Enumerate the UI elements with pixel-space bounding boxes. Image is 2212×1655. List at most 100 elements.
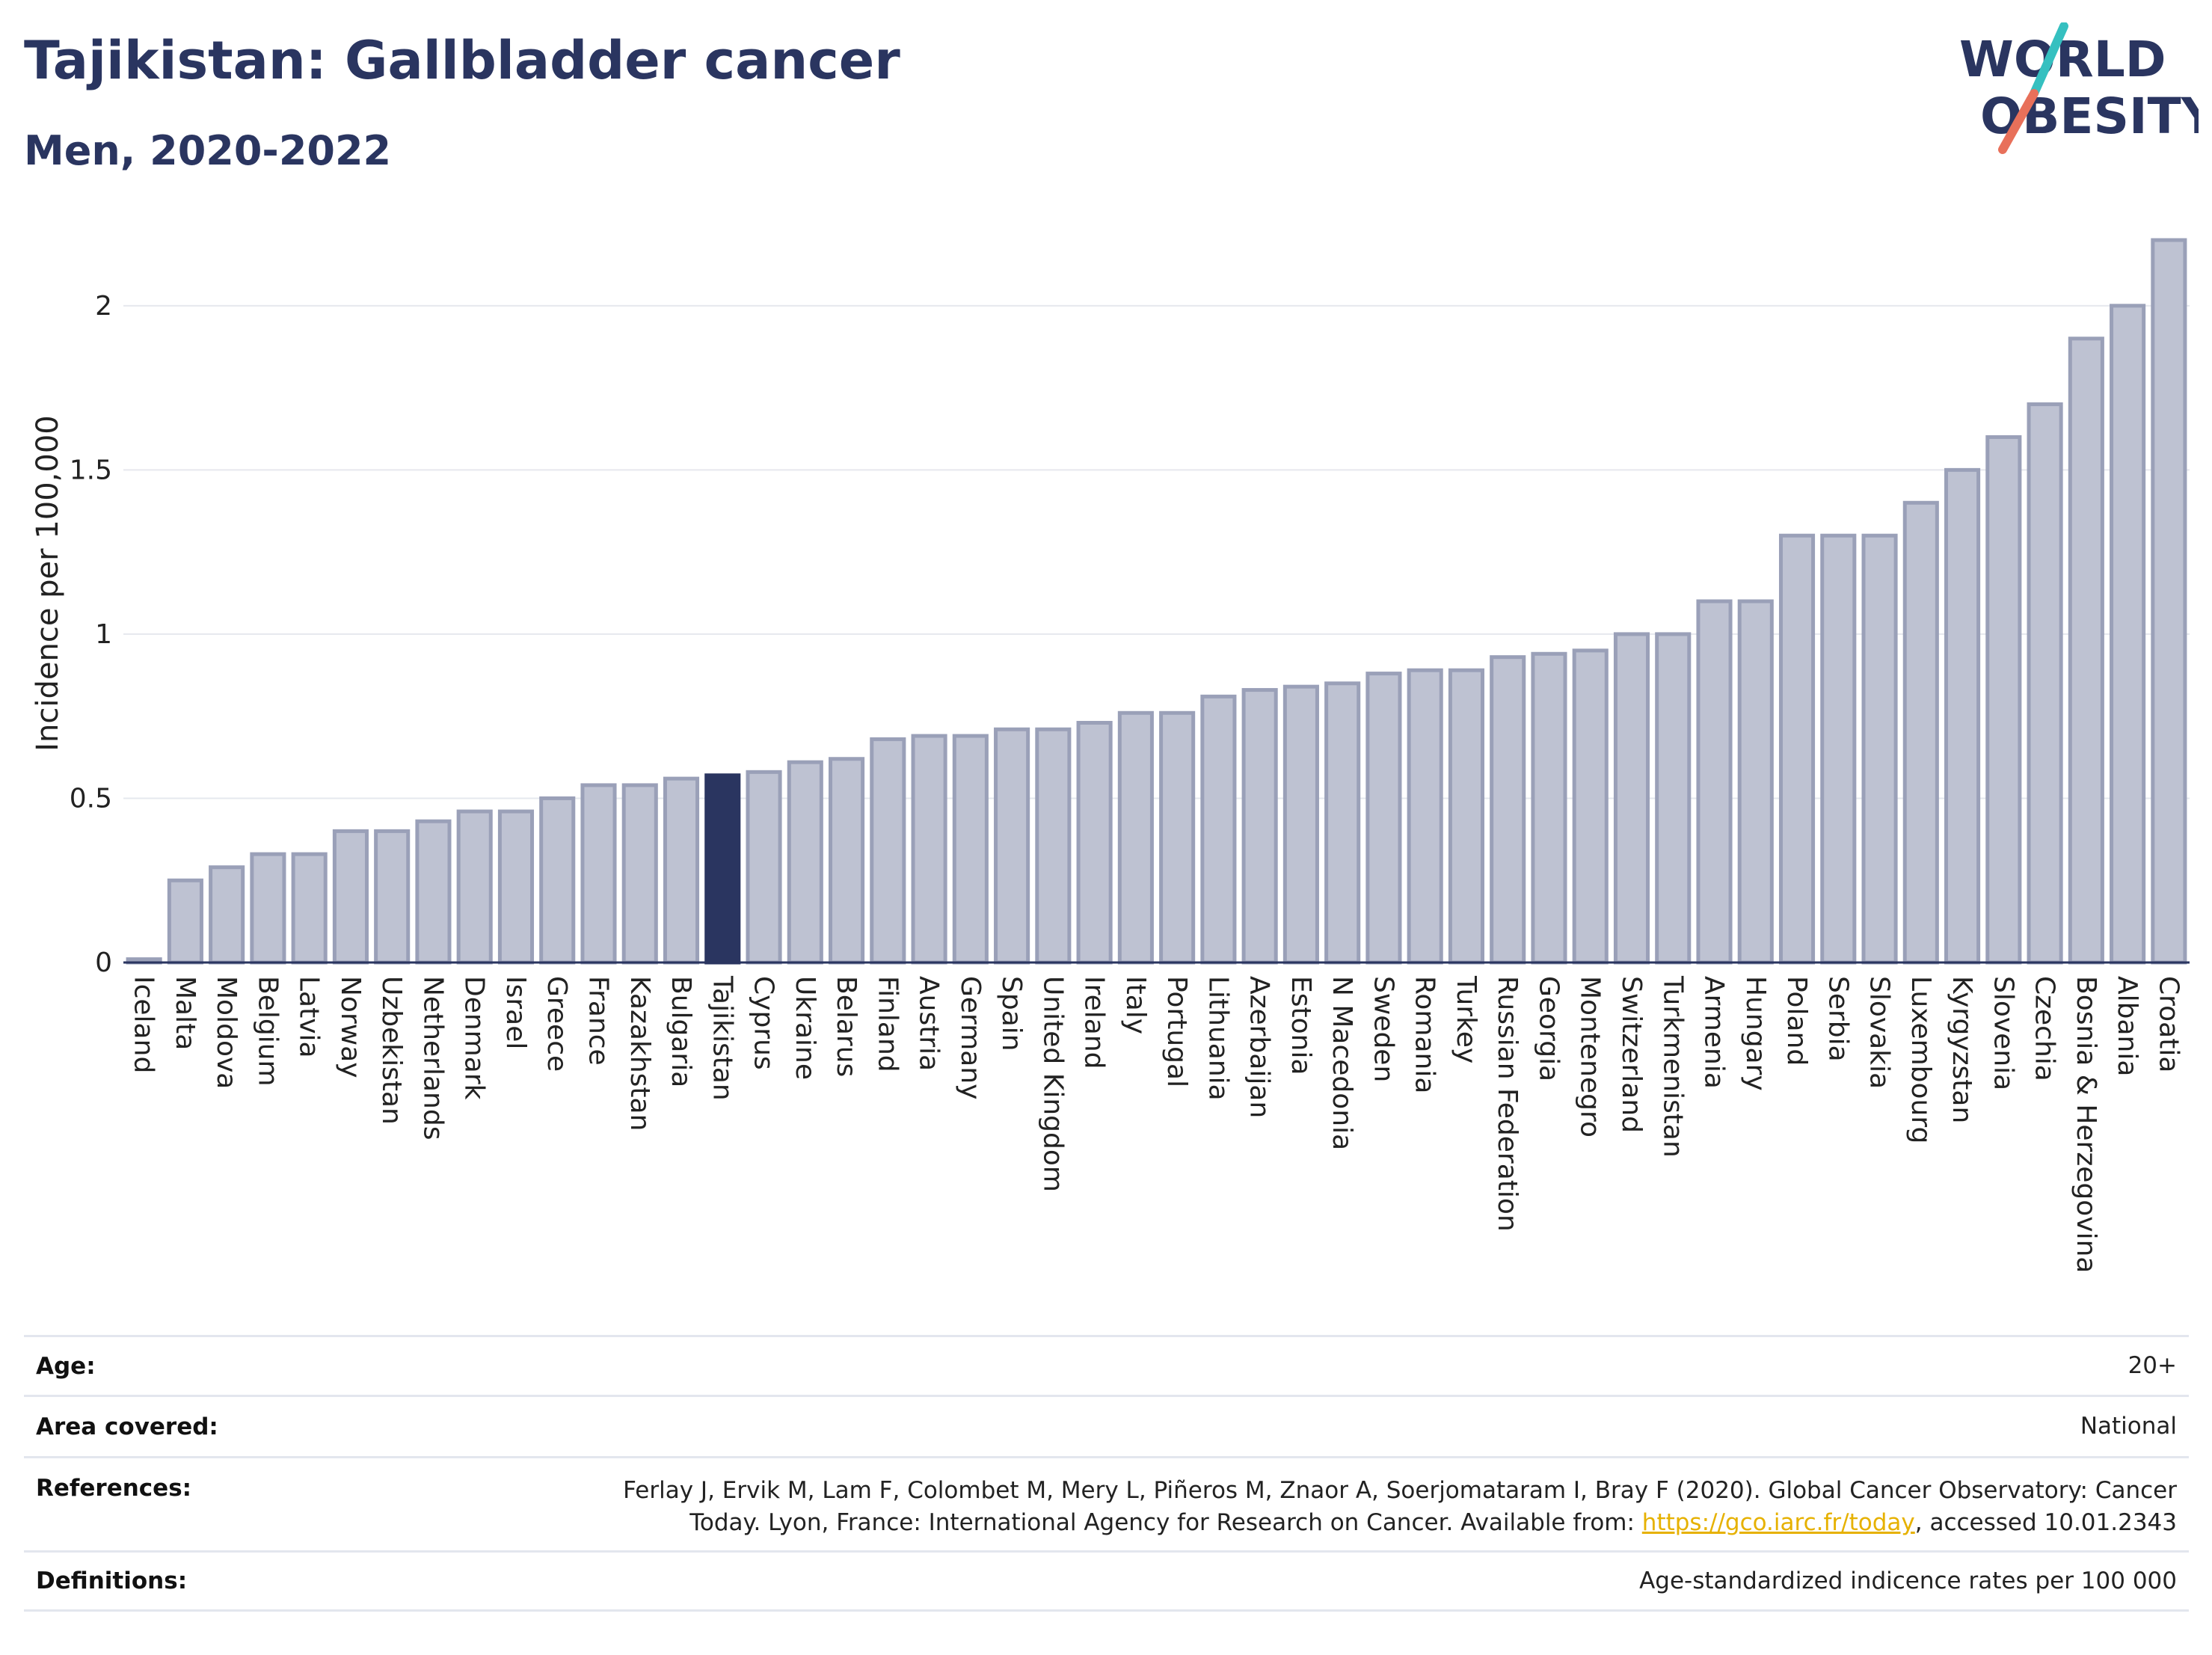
x-tick-label: Albania xyxy=(2112,976,2142,1076)
bar xyxy=(2068,337,2104,965)
logo-letters-rld: RLD xyxy=(2056,31,2166,88)
bar xyxy=(828,757,865,965)
y-tick-label: 0.5 xyxy=(70,783,112,814)
bar xyxy=(1861,533,1898,965)
bar xyxy=(1200,694,1237,965)
bar xyxy=(1944,467,1981,965)
age-value: 20+ xyxy=(2127,1352,2177,1379)
bar xyxy=(1241,688,1278,965)
age-label: Age: xyxy=(36,1352,96,1380)
x-tick-label: Norway xyxy=(335,976,366,1078)
x-tick-label: Hungary xyxy=(1740,976,1771,1091)
x-tick-label: Armenia xyxy=(1699,976,1730,1089)
references-accessed: , accessed 10.01.2343 xyxy=(1914,1509,2177,1536)
bar xyxy=(621,783,658,965)
bar xyxy=(539,796,576,965)
x-tick-label: Sweden xyxy=(1368,976,1398,1082)
bar xyxy=(332,829,369,965)
bar xyxy=(1407,668,1443,965)
bar xyxy=(1490,655,1526,965)
bar xyxy=(2151,238,2187,965)
x-tick-label: Slovakia xyxy=(1864,976,1895,1089)
x-tick-label: N Macedonia xyxy=(1327,976,1357,1150)
bar xyxy=(1448,668,1485,965)
bar xyxy=(1613,632,1650,965)
logo-slash-bottom xyxy=(1998,89,2039,154)
svg-text:WORLD: WORLD xyxy=(1959,31,2166,88)
bar xyxy=(870,737,906,965)
references-line-2: Today. Lyon, France: International Agenc… xyxy=(623,1507,2177,1539)
x-tick-label: United Kingdom xyxy=(1037,976,1068,1192)
x-tick-label: Georgia xyxy=(1533,976,1564,1081)
bar xyxy=(1282,684,1319,965)
info-row-references: References: Ferlay J, Ervik M, Lam F, Co… xyxy=(24,1456,2189,1550)
x-tick-label: Montenegro xyxy=(1575,976,1606,1137)
bar xyxy=(994,727,1030,965)
x-tick-label: Germany xyxy=(955,976,986,1099)
bar xyxy=(1572,648,1609,965)
y-tick-label: 1.5 xyxy=(70,455,112,485)
x-tick-label: Estonia xyxy=(1285,976,1316,1075)
x-tick-label: Switzerland xyxy=(1616,976,1647,1133)
x-tick-label: Spain xyxy=(996,976,1027,1051)
x-tick-label: Netherlands xyxy=(417,976,448,1140)
bar xyxy=(1655,632,1692,965)
bar xyxy=(1531,651,1567,965)
x-tick-label: Finland xyxy=(872,976,903,1072)
bar xyxy=(787,760,823,965)
y-tick-label: 0 xyxy=(95,948,112,978)
page-subtitle: Men, 2020-2022 xyxy=(24,127,392,174)
x-tick-label: Denmark xyxy=(459,976,490,1100)
references-link[interactable]: https://gco.iarc.fr/today xyxy=(1641,1509,1915,1536)
bar xyxy=(1902,500,1939,965)
x-tick-label: Romania xyxy=(1410,976,1440,1093)
x-tick-label: Moldova xyxy=(211,976,242,1089)
x-tick-label: Portugal xyxy=(1161,976,1192,1087)
x-tick-label: Latvia xyxy=(294,976,325,1058)
bar xyxy=(952,734,989,965)
bar xyxy=(1159,710,1196,965)
page-title: Tajikistan: Gallbladder cancer xyxy=(24,30,900,91)
references-value: Ferlay J, Ervik M, Lam F, Colombet M, Me… xyxy=(623,1475,2177,1539)
bar xyxy=(1737,599,1774,965)
x-tick-label: Turkmenistan xyxy=(1657,975,1688,1158)
x-tick-label: Malta xyxy=(170,976,200,1050)
y-axis-label: Incidence per 100,000 xyxy=(31,415,65,752)
x-tick-label: Italy xyxy=(1120,976,1151,1034)
references-label: References: xyxy=(36,1475,192,1502)
bar xyxy=(1820,533,1857,965)
x-tick-label: Turkey xyxy=(1451,975,1481,1063)
x-tick-label: Austria xyxy=(914,976,944,1071)
x-tick-label: Iceland xyxy=(129,976,159,1073)
x-tick-label: Belgium xyxy=(252,976,283,1087)
x-tick-label: Bosnia & Herzegovina xyxy=(2071,976,2101,1273)
area-label: Area covered: xyxy=(36,1413,218,1440)
x-tick-label: Tajikistan xyxy=(707,975,737,1101)
bar xyxy=(663,776,700,965)
logo-letter-w: W xyxy=(1959,31,2014,88)
references-line-2-text: Today. Lyon, France: International Agenc… xyxy=(689,1509,1642,1536)
info-table: Age: 20+ Area covered: National Referenc… xyxy=(24,1335,2189,1612)
bar xyxy=(497,809,535,965)
x-tick-label: Kyrgyzstan xyxy=(1947,976,1977,1123)
x-tick-label: Slovenia xyxy=(1988,976,2018,1090)
x-tick-label: Russian Federation xyxy=(1492,976,1523,1232)
definitions-value: Age-standardized indicence rates per 100… xyxy=(1639,1567,2177,1594)
bar xyxy=(1117,710,1154,965)
info-row-age: Age: 20+ xyxy=(24,1335,2189,1395)
bar xyxy=(2027,402,2063,965)
bar xyxy=(2110,304,2146,965)
bar xyxy=(1324,681,1361,965)
x-tick-label: Azerbaijan xyxy=(1244,976,1275,1118)
area-value: National xyxy=(2080,1413,2177,1440)
bar xyxy=(746,770,782,965)
bar xyxy=(1696,599,1733,965)
bar xyxy=(1035,727,1072,965)
world-obesity-logo: WORLD OBESITY xyxy=(1959,22,2199,154)
x-tick-label: Greece xyxy=(541,976,572,1072)
x-tick-label: Cyprus xyxy=(749,976,779,1070)
definitions-label: Definitions: xyxy=(36,1568,188,1594)
references-line-1: Ferlay J, Ervik M, Lam F, Colombet M, Me… xyxy=(623,1477,2177,1504)
x-tick-label: Israel xyxy=(500,976,531,1049)
x-tick-label: Poland xyxy=(1781,976,1812,1066)
